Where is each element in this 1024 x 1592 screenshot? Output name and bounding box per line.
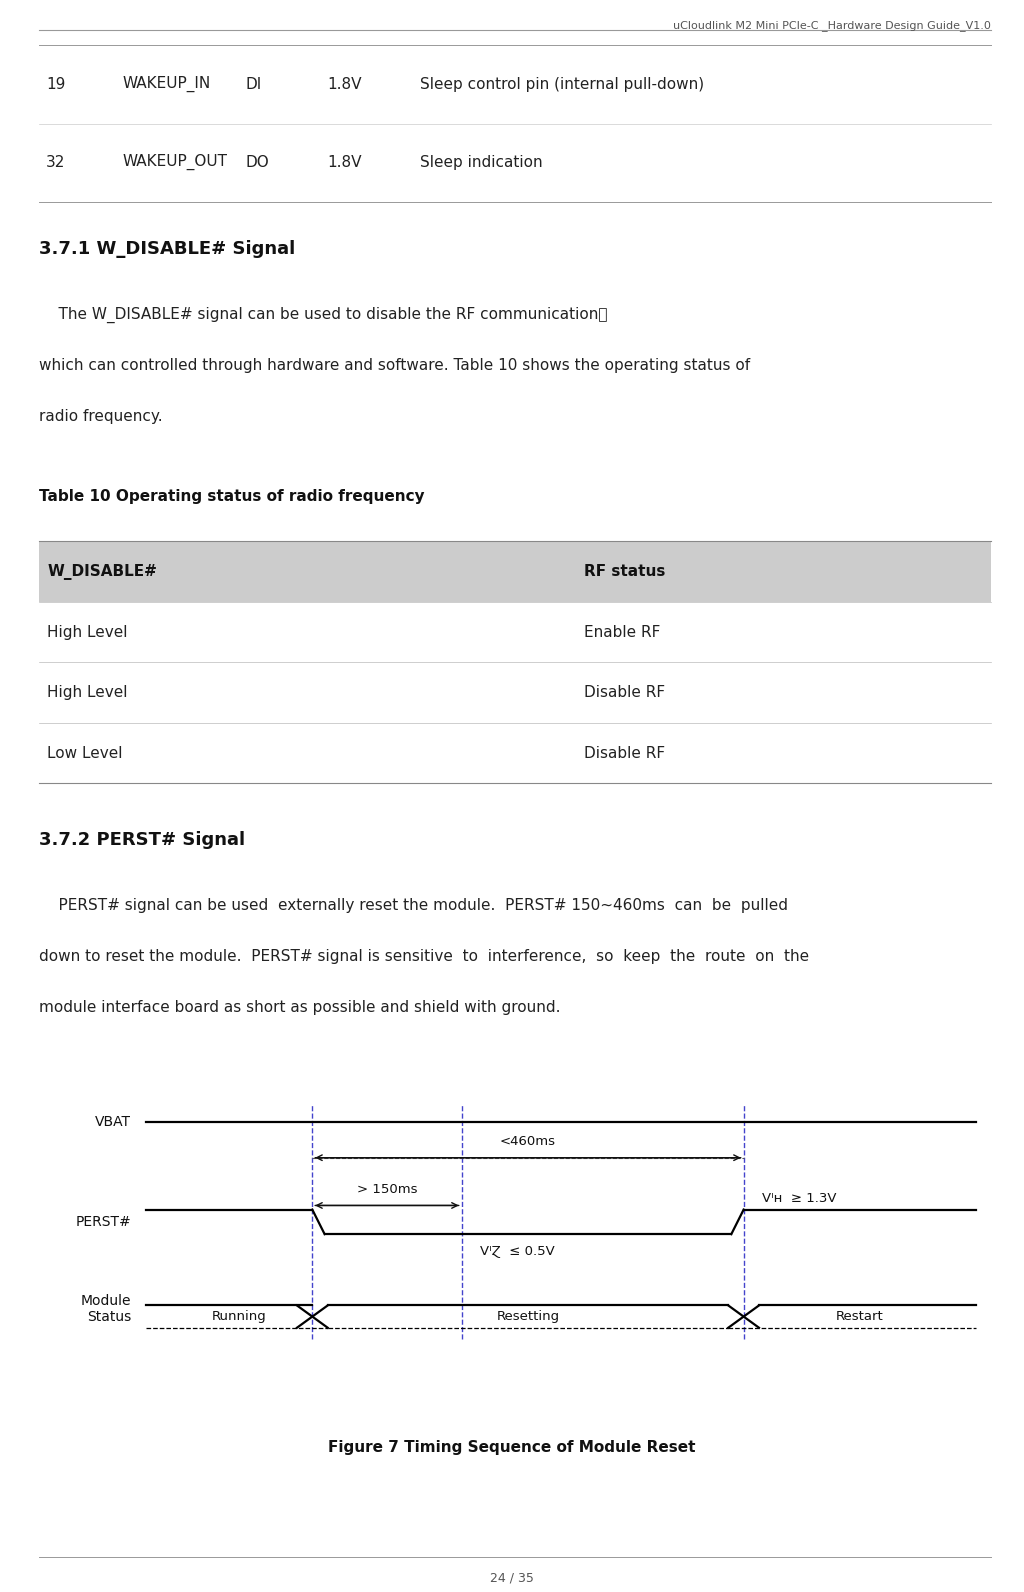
- Text: 1.8V: 1.8V: [328, 76, 362, 92]
- Text: WAKEUP_IN: WAKEUP_IN: [123, 76, 211, 92]
- Text: Restart: Restart: [836, 1310, 884, 1323]
- Text: 3.7.2 PERST# Signal: 3.7.2 PERST# Signal: [39, 831, 245, 849]
- Text: High Level: High Level: [47, 685, 128, 700]
- Text: PERST#: PERST#: [76, 1215, 131, 1229]
- Text: Low Level: Low Level: [47, 745, 123, 761]
- Text: uCloudlink M2 Mini PCIe-C _Hardware Design Guide_V1.0: uCloudlink M2 Mini PCIe-C _Hardware Desi…: [674, 19, 991, 30]
- Text: Disable RF: Disable RF: [584, 685, 665, 700]
- Text: which can controlled through hardware and software. Table 10 shows the operating: which can controlled through hardware an…: [39, 358, 750, 373]
- Text: Module
Status: Module Status: [81, 1294, 131, 1323]
- Text: High Level: High Level: [47, 624, 128, 640]
- Text: Resetting: Resetting: [497, 1310, 559, 1323]
- Text: Table 10 Operating status of radio frequency: Table 10 Operating status of radio frequ…: [39, 489, 425, 503]
- Text: radio frequency.: radio frequency.: [39, 409, 163, 423]
- Text: 24 / 35: 24 / 35: [490, 1571, 534, 1584]
- Text: module interface board as short as possible and shield with ground.: module interface board as short as possi…: [39, 1000, 560, 1014]
- Text: Running: Running: [212, 1310, 267, 1323]
- Text: Sleep control pin (internal pull-down): Sleep control pin (internal pull-down): [420, 76, 703, 92]
- Text: Disable RF: Disable RF: [584, 745, 665, 761]
- Text: RF status: RF status: [584, 564, 665, 579]
- Bar: [39, 541, 991, 602]
- Text: > 150ms: > 150ms: [356, 1183, 417, 1196]
- Text: VᴵⱿ  ≤ 0.5V: VᴵⱿ ≤ 0.5V: [480, 1243, 555, 1256]
- Text: 3.7.1 W_DISABLE# Signal: 3.7.1 W_DISABLE# Signal: [39, 240, 295, 258]
- Text: <460ms: <460ms: [500, 1135, 556, 1148]
- Text: Enable RF: Enable RF: [584, 624, 660, 640]
- Text: WAKEUP_OUT: WAKEUP_OUT: [123, 154, 228, 170]
- Text: 32: 32: [46, 154, 66, 170]
- Text: DI: DI: [246, 76, 262, 92]
- Text: 19: 19: [46, 76, 66, 92]
- Text: W_DISABLE#: W_DISABLE#: [47, 564, 157, 579]
- Text: VBAT: VBAT: [95, 1114, 131, 1129]
- Text: Vᴵʜ  ≥ 1.3V: Vᴵʜ ≥ 1.3V: [762, 1192, 837, 1205]
- Text: DO: DO: [246, 154, 269, 170]
- Text: down to reset the module.  PERST# signal is sensitive  to  interference,  so  ke: down to reset the module. PERST# signal …: [39, 949, 809, 963]
- Text: The W_DISABLE# signal can be used to disable the RF communication，: The W_DISABLE# signal can be used to dis…: [39, 307, 607, 323]
- Text: Sleep indication: Sleep indication: [420, 154, 543, 170]
- Text: 1.8V: 1.8V: [328, 154, 362, 170]
- Text: Figure 7 Timing Sequence of Module Reset: Figure 7 Timing Sequence of Module Reset: [329, 1439, 695, 1455]
- Text: PERST# signal can be used  externally reset the module.  PERST# 150~460ms  can  : PERST# signal can be used externally res…: [39, 898, 787, 912]
